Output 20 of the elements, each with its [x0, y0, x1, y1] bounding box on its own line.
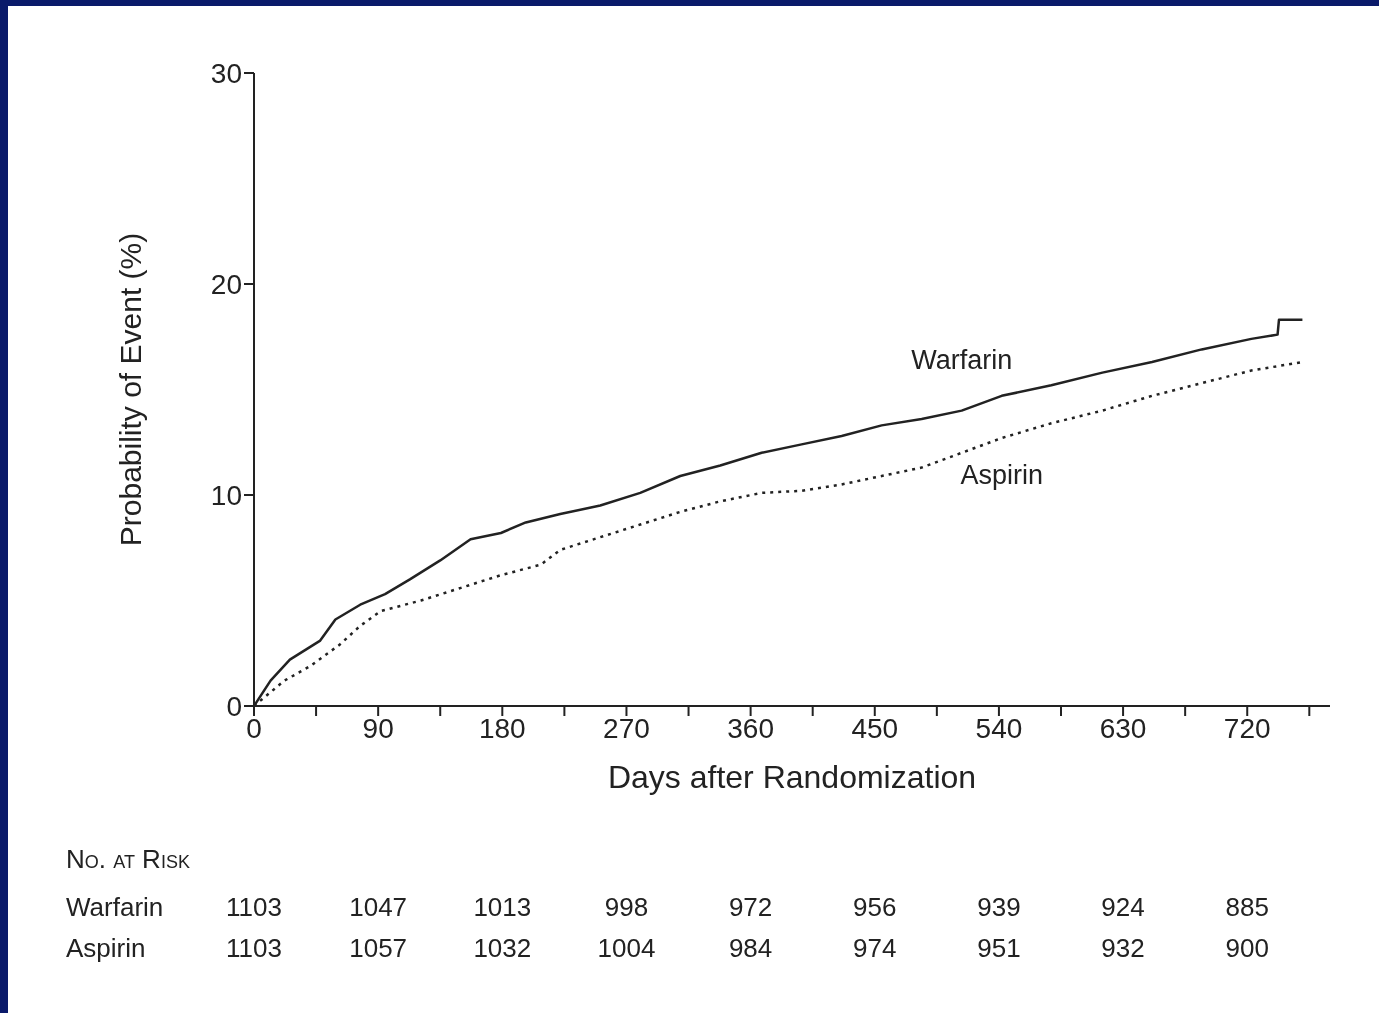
- y-tick-label: 30: [210, 57, 242, 89]
- y-tick-label: 0: [226, 690, 242, 722]
- x-tick-label: 180: [478, 712, 526, 744]
- x-tick-label: 270: [603, 712, 650, 744]
- x-tick-label: 630: [1099, 712, 1147, 744]
- text: No. at Risk: [66, 844, 190, 875]
- x-tick-label: 540: [975, 712, 1023, 744]
- x-tick-label: 90: [362, 712, 394, 744]
- y-axis-title: Probability of Event (%): [113, 232, 147, 547]
- text: Aspirin 1103 1057 1032 1004 984 974 951 932 900: [66, 933, 1269, 963]
- x-tick-label: 450: [851, 712, 899, 744]
- x-tick-label: 360: [727, 712, 774, 744]
- series-label: Warfarin: [911, 344, 1013, 375]
- x-tick-label: 0: [246, 712, 262, 744]
- x-axis-title: Days after Randomization: [607, 759, 977, 795]
- y-tick-label: 10: [210, 479, 242, 511]
- y-tick-label: 20: [210, 268, 242, 300]
- text: Warfarin 1103 1047 1013 998 972 956 939 924 885: [66, 892, 1269, 922]
- x-tick-label: 720: [1223, 712, 1271, 744]
- series-label: Aspirin: [960, 460, 1043, 491]
